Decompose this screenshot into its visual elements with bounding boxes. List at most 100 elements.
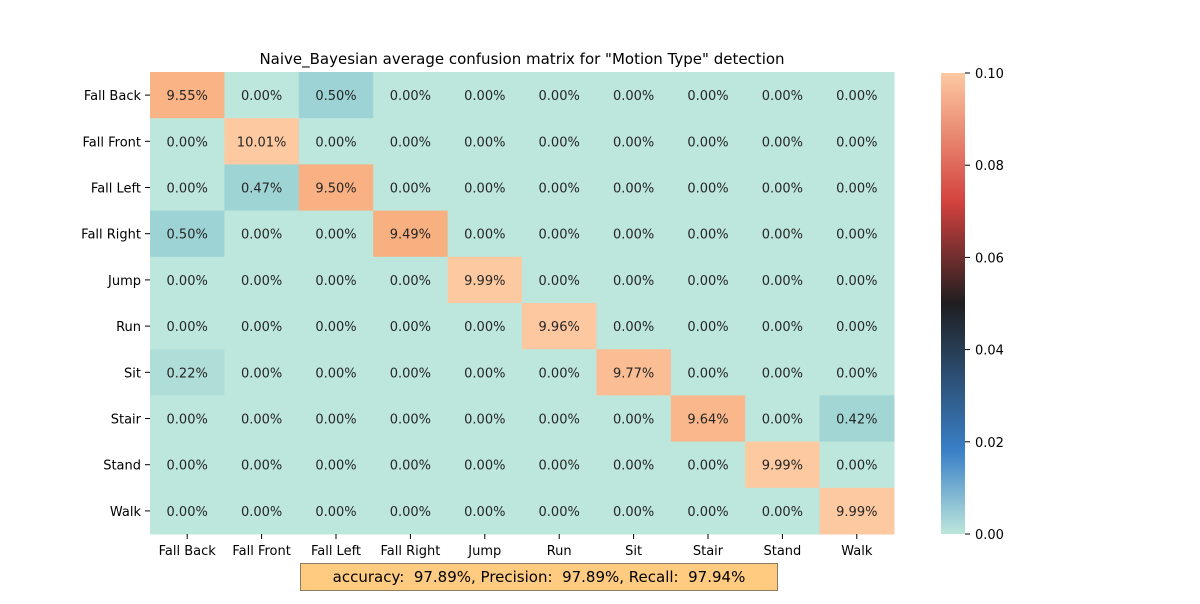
cell-value-label: 0.00% <box>762 505 803 520</box>
heatmap-cell <box>150 210 225 258</box>
heatmap-cell <box>670 164 746 212</box>
cell-value-label: 0.00% <box>613 89 654 104</box>
cell-value-label: 0.00% <box>539 135 580 150</box>
heatmap-cell <box>150 441 225 489</box>
heatmap-cell <box>745 210 821 258</box>
heatmap-cell <box>298 395 374 443</box>
cell-value-label: 0.00% <box>836 135 877 150</box>
cell-value-label: 0.00% <box>390 274 431 289</box>
heatmap-cell <box>224 395 300 443</box>
heatmap-cells: 9.55% 0.00% 0.50% 0.00% 0.00% 0.00% 0.00% 0.00%… <box>150 72 895 535</box>
cell-value-label: 0.00% <box>762 228 803 243</box>
heatmap-cell <box>522 164 597 212</box>
heatmap-cell <box>373 395 449 443</box>
column-label: Fall Back <box>159 544 217 559</box>
colorbar-tick-label: 0.08 <box>975 159 1004 174</box>
cell-value-label: 0.00% <box>762 89 803 104</box>
cell-value-label: 0.00% <box>687 228 728 243</box>
cell-value-label: 0.00% <box>836 459 877 474</box>
cell-value-label: 0.00% <box>836 89 877 104</box>
heatmap-cell <box>819 487 895 535</box>
cell-value-label: 0.00% <box>167 459 208 474</box>
cell-value-label: 0.00% <box>167 182 208 197</box>
heatmap-cell <box>447 395 523 443</box>
heatmap-cell <box>522 441 597 489</box>
cell-value-label: 0.00% <box>241 89 282 104</box>
heatmap-cell <box>224 164 300 212</box>
cell-value-label: 9.55% <box>167 89 208 104</box>
cell-value-label: 0.50% <box>315 89 356 104</box>
cell-value-label: 0.00% <box>539 413 580 428</box>
cell-value-label: 0.00% <box>390 413 431 428</box>
cell-value-label: 0.22% <box>167 366 208 381</box>
colorbar-tick-label: 0.06 <box>975 251 1004 266</box>
cell-value-label: 0.00% <box>464 505 505 520</box>
colorbar-tick-label: 0.10 <box>975 67 1004 82</box>
heatmap-cell <box>745 72 821 119</box>
cell-value-label: 0.00% <box>315 274 356 289</box>
cell-value-label: 0.00% <box>613 459 654 474</box>
cell-value-label: 0.00% <box>390 182 431 197</box>
heatmap-cell <box>298 441 374 489</box>
heatmap-cell <box>745 164 821 212</box>
heatmap-cell <box>224 210 300 258</box>
row-labels: Fall Back Fall Front Fall Left Fall Right Ju… <box>81 89 150 520</box>
heatmap-cell <box>745 303 821 350</box>
heatmap-cell <box>596 210 672 258</box>
heatmap-cell <box>373 210 449 258</box>
heatmap-cell <box>522 72 597 119</box>
cell-value-label: 0.00% <box>762 274 803 289</box>
cell-value-label: 0.00% <box>762 413 803 428</box>
cell-value-label: 9.50% <box>315 182 356 197</box>
heatmap-cell <box>150 256 225 304</box>
heatmap-cell <box>522 118 597 165</box>
heatmap-cell <box>224 487 300 535</box>
heatmap-cell <box>150 349 225 396</box>
heatmap-cell <box>522 303 597 350</box>
cell-value-label: 0.00% <box>167 413 208 428</box>
heatmap-cell <box>670 441 746 489</box>
cell-value-label: 0.00% <box>241 274 282 289</box>
cell-value-label: 9.77% <box>613 366 654 381</box>
heatmap-cell <box>670 118 746 165</box>
heatmap-cell <box>447 210 523 258</box>
cell-value-label: 0.00% <box>687 366 728 381</box>
heatmap-cell <box>745 487 821 535</box>
cell-value-label: 0.00% <box>241 505 282 520</box>
cell-value-label: 0.00% <box>539 366 580 381</box>
cell-value-label: 0.00% <box>539 182 580 197</box>
cell-value-label: 0.00% <box>315 135 356 150</box>
colorbar-gradient <box>941 73 965 534</box>
cell-value-label: 0.00% <box>241 413 282 428</box>
column-labels: Fall Back Fall Front Fall Left Fall Right Ju… <box>159 534 873 559</box>
cell-value-label: 0.00% <box>167 274 208 289</box>
cell-value-label: 0.00% <box>464 135 505 150</box>
cell-value-label: 0.00% <box>167 135 208 150</box>
heatmap-cell <box>447 487 523 535</box>
heatmap-cell <box>745 441 821 489</box>
heatmap-cell <box>819 303 895 350</box>
heatmap-cell <box>447 441 523 489</box>
cell-value-label: 0.00% <box>687 459 728 474</box>
heatmap-cell <box>150 395 225 443</box>
heatmap-cell <box>745 349 821 396</box>
cell-value-label: 0.00% <box>464 459 505 474</box>
cell-value-label: 0.00% <box>687 135 728 150</box>
cell-value-label: 0.00% <box>836 228 877 243</box>
cell-value-label: 0.00% <box>539 505 580 520</box>
column-label: Jump <box>467 544 501 559</box>
column-label: Run <box>547 544 572 559</box>
heatmap-cell <box>298 303 374 350</box>
cell-value-label: 0.00% <box>613 182 654 197</box>
cell-value-label: 0.00% <box>836 274 877 289</box>
heatmap-cell <box>150 164 225 212</box>
heatmap-cell <box>596 256 672 304</box>
heatmap-cell <box>670 72 746 119</box>
cell-value-label: 0.00% <box>464 366 505 381</box>
column-label: Fall Front <box>232 544 291 559</box>
heatmap-cell <box>670 487 746 535</box>
heatmap-cell <box>596 487 672 535</box>
cell-value-label: 0.00% <box>390 135 431 150</box>
cell-value-label: 0.00% <box>167 320 208 335</box>
